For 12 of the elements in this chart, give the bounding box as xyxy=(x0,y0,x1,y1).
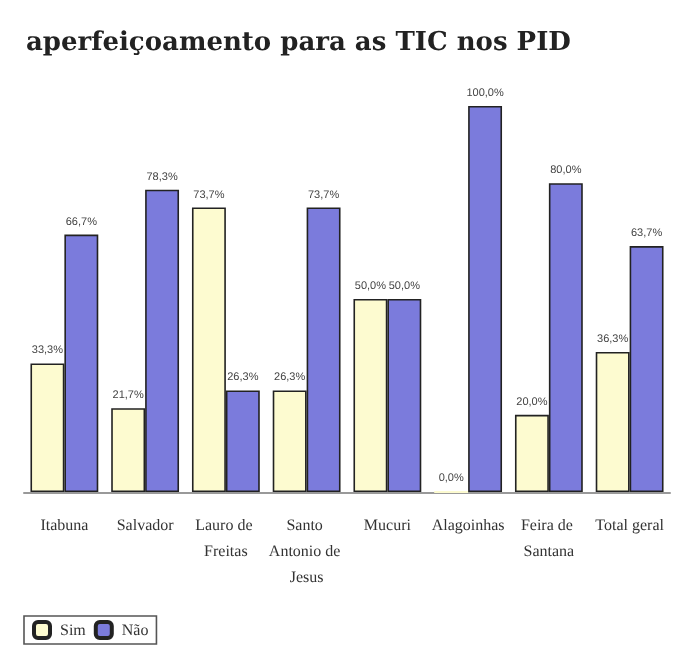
legend-label: Sim xyxy=(60,621,88,639)
x-tick-label: Itabuna xyxy=(40,516,90,534)
chart-title: aperfeiçoamento para as TIC nos PID xyxy=(26,28,571,58)
legend-label: Não xyxy=(121,621,149,639)
x-tick-label: Mucuri xyxy=(363,516,413,534)
x-tick-label: Alagoinhas xyxy=(431,516,505,534)
x-tick-label: Santo Antonio de Jesus xyxy=(268,516,345,586)
bar xyxy=(468,106,503,492)
x-tick-label: Salvador xyxy=(116,516,175,534)
x-tick-label: Total geral xyxy=(595,516,666,534)
x-tick-label: Lauro de Freitas xyxy=(195,516,257,560)
x-tick-label: Feira de Santana xyxy=(520,516,577,560)
